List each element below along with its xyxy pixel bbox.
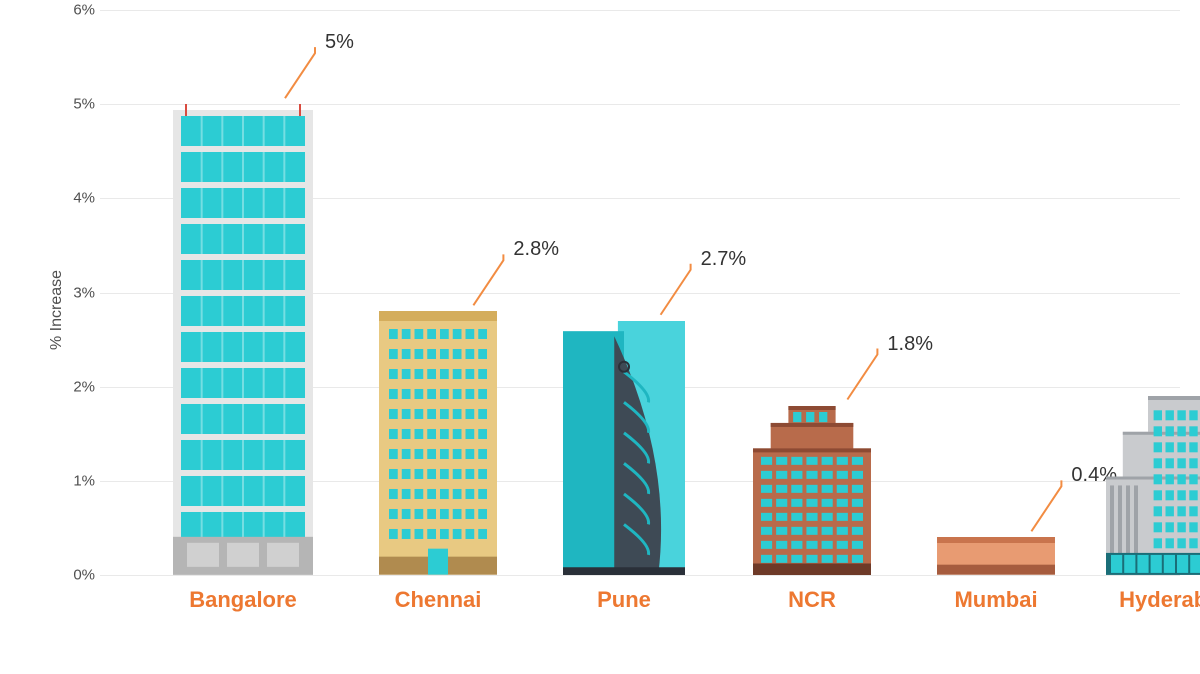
y-tick-label: 6% bbox=[60, 2, 95, 19]
y-tick-label: 2% bbox=[60, 378, 95, 395]
x-axis-label: Hyderabad bbox=[1119, 587, 1200, 613]
gridline bbox=[100, 10, 1180, 11]
building-icon bbox=[379, 311, 497, 575]
building-bar bbox=[937, 537, 1055, 575]
building-icon bbox=[173, 104, 313, 575]
building-icon bbox=[937, 537, 1055, 575]
y-tick-label: 1% bbox=[60, 472, 95, 489]
x-axis-label: Mumbai bbox=[954, 587, 1037, 613]
y-tick-label: 3% bbox=[60, 284, 95, 301]
building-bar bbox=[753, 406, 871, 576]
chart-container: % Increase 0%1%2%3%4%5%6%Bangalore5%Chen… bbox=[60, 10, 1180, 630]
callout-value: 2.8% bbox=[513, 238, 559, 261]
building-bar bbox=[563, 321, 685, 575]
plot-area: 0%1%2%3%4%5%6%Bangalore5%Chennai2.8%Pune… bbox=[100, 10, 1180, 575]
y-tick-label: 0% bbox=[60, 567, 95, 584]
building-bar bbox=[379, 311, 497, 575]
building-icon bbox=[753, 406, 871, 576]
x-axis-label: Pune bbox=[597, 587, 651, 613]
x-axis-label: NCR bbox=[788, 587, 836, 613]
x-axis-label: Chennai bbox=[395, 587, 482, 613]
building-icon bbox=[563, 321, 685, 575]
gridline bbox=[100, 575, 1180, 576]
y-tick-label: 5% bbox=[60, 96, 95, 113]
building-icon bbox=[1106, 396, 1200, 575]
x-axis-label: Bangalore bbox=[189, 587, 297, 613]
callout-value: 2.7% bbox=[701, 248, 747, 271]
building-bar bbox=[173, 104, 313, 575]
y-tick-label: 4% bbox=[60, 190, 95, 207]
building-bar bbox=[1106, 396, 1200, 575]
y-axis-label: % Increase bbox=[48, 270, 66, 350]
callout-value: 1.8% bbox=[887, 333, 933, 356]
callout-value: 5% bbox=[325, 31, 354, 54]
